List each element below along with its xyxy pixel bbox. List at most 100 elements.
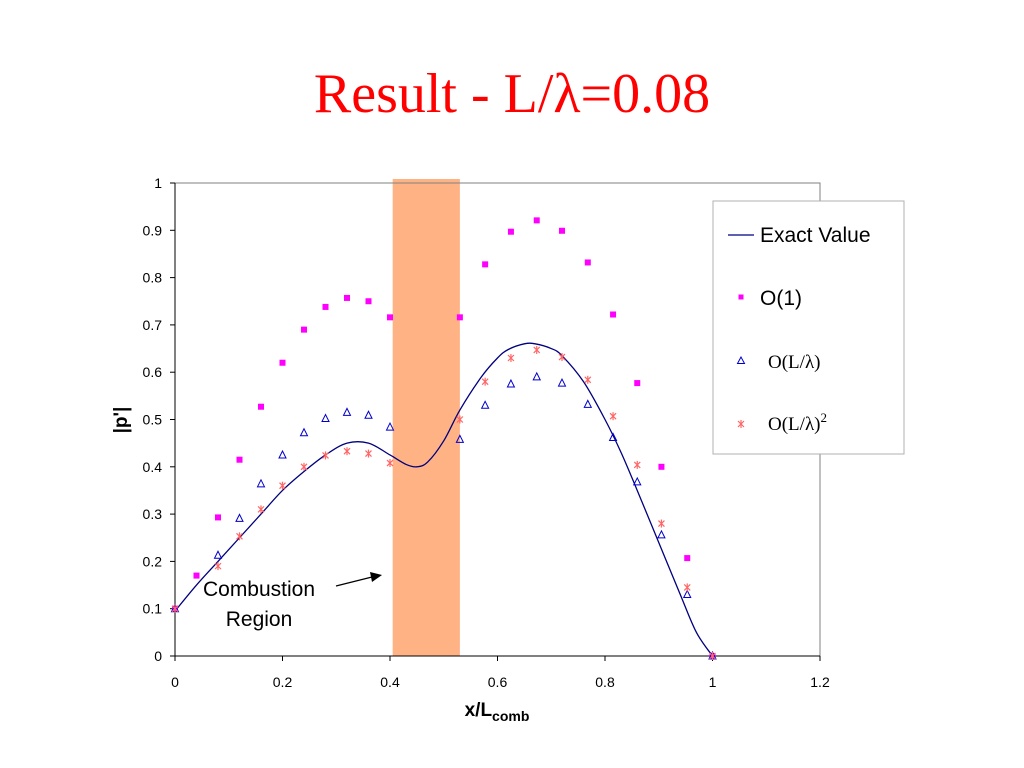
combustion-region-layer xyxy=(392,179,460,656)
olambda-point xyxy=(583,399,593,408)
olambda2-point xyxy=(609,412,617,421)
x-tick-label: 0.8 xyxy=(595,674,615,690)
olambda2-point xyxy=(507,354,515,363)
o1-point xyxy=(658,463,665,470)
olambda2-point xyxy=(214,562,222,571)
olambda-point xyxy=(364,410,373,419)
legend-olambda-label: O(L/λ) xyxy=(768,352,820,373)
olambda2-point xyxy=(322,451,329,460)
legend-box xyxy=(712,200,905,455)
olambda-point xyxy=(342,407,352,416)
series-triangle xyxy=(170,371,717,660)
o1-point xyxy=(215,514,221,521)
olambda2-point xyxy=(171,604,179,613)
legend: Exact Value O(1) O(L/λ) O(L/λ)2 xyxy=(712,200,905,455)
series-x xyxy=(171,345,716,660)
y-tick-label: 0.8 xyxy=(143,270,163,286)
x-tick-label: 1.2 xyxy=(810,674,830,690)
x-axis-title-sub: comb xyxy=(492,708,529,724)
x-tick-label: 0.6 xyxy=(488,674,508,690)
x-axis-title-main: x/L xyxy=(465,700,493,721)
x-tick-label: 0 xyxy=(171,674,179,690)
olambda-point xyxy=(455,434,465,443)
title-prefix: Result - L/ xyxy=(313,63,554,125)
olambda-point xyxy=(385,421,395,431)
x-tick-label: 1 xyxy=(709,674,717,690)
olambda-point xyxy=(213,550,223,559)
olambda2-point xyxy=(343,447,351,456)
legend-olambda2-suffix: ) xyxy=(814,414,820,435)
olambda2-point xyxy=(709,652,716,660)
olambda-point xyxy=(532,371,542,381)
o1-point xyxy=(634,380,641,387)
y-tick-label: 0.7 xyxy=(143,317,163,333)
olambda-point xyxy=(632,476,642,486)
olambda-point xyxy=(682,589,692,599)
olambda2-point xyxy=(300,462,308,471)
x-tick-label: 0.4 xyxy=(380,674,400,690)
olambda2-point xyxy=(633,460,641,469)
axis-layer: 0 0.2 0.4 0.6 0.8 1 1.2 0 0.1 0.2 0.3 0.4 0.5 0.6 0.7 0… xyxy=(143,175,830,690)
legend-olambda2-swatch xyxy=(737,420,745,428)
olambda-point xyxy=(278,449,287,459)
olambda-point xyxy=(608,432,618,441)
y-tick-label: 1 xyxy=(154,175,162,191)
title-suffix: =0.08 xyxy=(580,63,711,125)
olambda2-point xyxy=(279,481,286,490)
legend-o1-swatch xyxy=(738,294,744,300)
series-layer xyxy=(170,217,717,660)
o1-point xyxy=(584,259,591,266)
annotation-arrow-head xyxy=(370,572,382,582)
legend-olambda-prefix: O(L/ xyxy=(768,352,806,373)
legend-olambda2-lambda: λ xyxy=(805,414,815,435)
legend-olambda-swatch xyxy=(736,355,746,364)
legend-olambda-suffix: ) xyxy=(814,352,820,373)
y-tick-label: 0.3 xyxy=(143,506,163,522)
o1-point xyxy=(279,359,286,366)
o1-point xyxy=(610,311,617,318)
annotation-line1: Combustion xyxy=(203,578,315,601)
olambda2-point xyxy=(658,519,665,528)
olambda2-point xyxy=(481,377,489,386)
o1-point xyxy=(482,261,489,268)
exact-value-line xyxy=(174,342,714,657)
olambda2-point xyxy=(456,415,464,424)
o1-point xyxy=(322,303,329,310)
o1-point xyxy=(236,456,243,463)
legend-olambda2-superscript: 2 xyxy=(820,410,827,425)
y-tick-label: 0.1 xyxy=(143,601,163,617)
title-lambda: λ xyxy=(553,63,581,125)
legend-olambda-lambda: λ xyxy=(805,352,815,373)
o1-point xyxy=(507,228,514,235)
legend-o1-label: O(1) xyxy=(760,287,802,310)
o1-point xyxy=(301,326,307,333)
annotation-line2: Region xyxy=(226,608,293,631)
olambda2-point xyxy=(683,583,691,592)
olambda2-point xyxy=(558,353,566,362)
x-tick-label: 0.2 xyxy=(273,674,293,690)
x-axis-title: x/Lcomb xyxy=(465,700,530,724)
annotation-arrow-line xyxy=(335,576,373,587)
o1-point xyxy=(193,572,200,579)
olambda2-point xyxy=(584,375,592,384)
o1-point xyxy=(533,217,540,224)
slide-title: Result - L/λ=0.08 xyxy=(0,66,1024,122)
olambda2-point xyxy=(386,459,394,468)
y-tick-label: 0.9 xyxy=(143,222,163,238)
y-axis-title: |p'| xyxy=(111,407,132,434)
o1-point xyxy=(258,403,264,410)
legend-olambda2-prefix: O(L/ xyxy=(768,414,806,435)
y-tick-label: 0.5 xyxy=(143,412,163,428)
olambda-point xyxy=(557,377,567,387)
o1-point xyxy=(559,227,565,234)
y-tick-label: 0.2 xyxy=(143,553,163,569)
olambda-point xyxy=(506,378,516,388)
olambda-point xyxy=(299,427,309,437)
olambda2-point xyxy=(365,449,372,458)
olambda2-point xyxy=(533,345,541,354)
olambda2-point xyxy=(257,505,265,514)
legend-olambda2-label: O(L/λ)2 xyxy=(768,410,827,435)
olambda-point xyxy=(256,478,266,488)
series-line xyxy=(174,342,714,657)
